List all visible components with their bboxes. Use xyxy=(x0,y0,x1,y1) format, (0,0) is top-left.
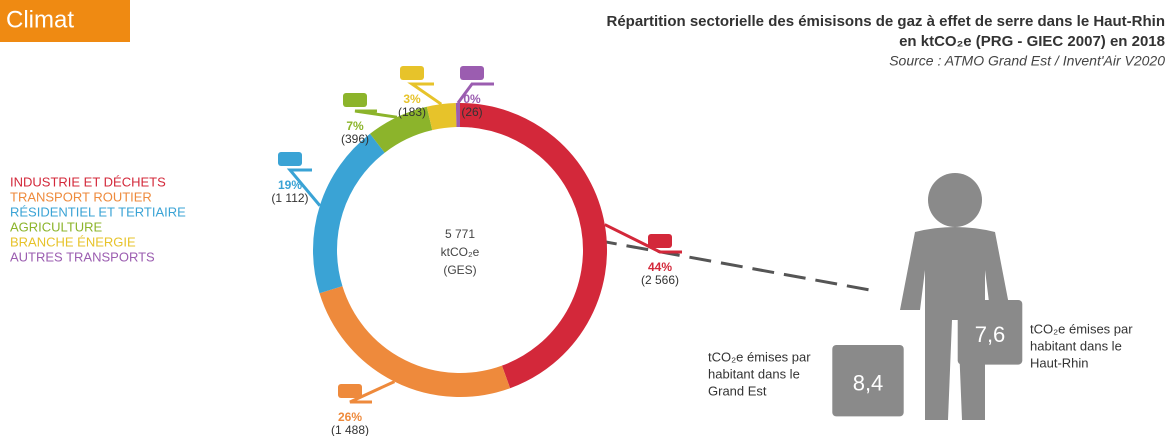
legend-entry: AUTRES TRANSPORTS xyxy=(10,249,155,264)
title: Répartition sectorielle des émisisons de… xyxy=(606,13,1165,30)
value-label: (26) xyxy=(461,105,482,119)
donut-segment xyxy=(331,290,506,385)
per-capita-caption: tCO₂e émises par xyxy=(1030,321,1133,336)
legend-entry: INDUSTRIE ET DÉCHETS xyxy=(10,174,166,189)
per-capita-caption: Grand Est xyxy=(708,383,767,398)
center-total: 5 771 xyxy=(445,227,475,241)
sector-icon xyxy=(338,384,362,398)
tag: Climat xyxy=(6,6,74,33)
donut-segment xyxy=(377,118,429,143)
value-label: (1 488) xyxy=(331,423,369,436)
per-capita-caption: Haut-Rhin xyxy=(1030,355,1089,370)
per-capita-caption: tCO₂e émises par xyxy=(708,349,811,364)
connector xyxy=(595,240,870,290)
legend-entry: RÉSIDENTIEL ET TERTIAIRE xyxy=(10,204,186,219)
value-label: (396) xyxy=(341,132,369,146)
person xyxy=(900,173,1010,420)
sector-icon xyxy=(343,93,367,107)
sector-icon xyxy=(278,152,302,166)
sector-icon xyxy=(460,66,484,80)
share-label: 7% xyxy=(346,119,364,133)
donut-segment xyxy=(430,115,457,118)
legend-entry: AGRICULTURE xyxy=(10,219,103,234)
share-label: 3% xyxy=(403,92,421,106)
legend-entry: TRANSPORT ROUTIER xyxy=(10,189,152,204)
value-label: (183) xyxy=(398,105,426,119)
source: Source : ATMO Grand Est / Invent'Air V20… xyxy=(889,53,1165,69)
value-label: (2 566) xyxy=(641,273,679,287)
per-capita-value: 8,4 xyxy=(853,371,884,396)
center-text: ktCO₂e xyxy=(441,245,480,259)
center-text: (GES) xyxy=(443,263,476,277)
donut-segment xyxy=(325,143,377,289)
sector-icon xyxy=(400,66,424,80)
per-capita-value: 7,6 xyxy=(975,322,1006,347)
legend-entry: BRANCHE ÉNERGIE xyxy=(10,234,136,249)
share-label: 0% xyxy=(463,92,481,106)
per-capita-caption: habitant dans le xyxy=(708,366,800,381)
value-label: (1 112) xyxy=(271,191,308,205)
share-label: 26% xyxy=(338,410,362,424)
share-label: 44% xyxy=(648,260,672,274)
leader-line xyxy=(355,111,397,117)
sector-icon xyxy=(648,234,672,248)
title: en ktCO₂e (PRG - GIEC 2007) en 2018 xyxy=(899,33,1165,50)
share-label: 19% xyxy=(278,178,302,192)
per-capita-caption: habitant dans le xyxy=(1030,338,1122,353)
donut-segment xyxy=(460,115,595,377)
infographic: Climat Répartition sectorielle des émisi… xyxy=(0,0,1173,436)
